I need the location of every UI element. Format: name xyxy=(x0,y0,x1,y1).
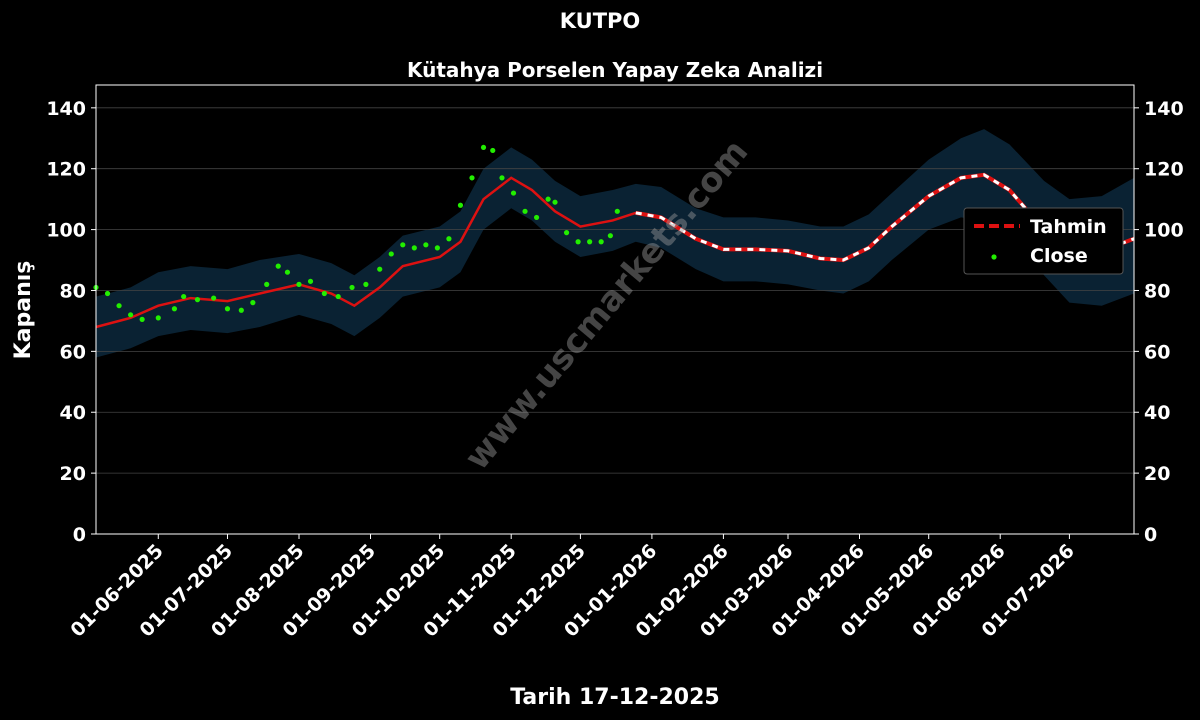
close-point xyxy=(104,290,111,297)
close-point xyxy=(598,239,604,245)
close-point xyxy=(307,278,314,284)
y2-tick-label: 0 xyxy=(1144,524,1157,546)
y-tick-label: 80 xyxy=(60,280,86,302)
close-point xyxy=(457,202,464,208)
close-point xyxy=(400,242,406,248)
close-point xyxy=(264,281,270,287)
legend-label: Tahmin xyxy=(1030,216,1107,238)
close-point xyxy=(363,281,369,287)
close-point xyxy=(545,196,551,202)
close-point xyxy=(238,307,244,313)
legend-swatch xyxy=(991,254,997,260)
y2-tick-label: 80 xyxy=(1144,280,1170,302)
y2-tick-label: 100 xyxy=(1144,220,1184,242)
close-point xyxy=(388,251,394,257)
close-point xyxy=(116,303,122,309)
close-point xyxy=(181,293,187,300)
close-point xyxy=(250,300,256,306)
y-tick-label: 60 xyxy=(60,341,86,363)
close-point xyxy=(469,175,475,181)
y-axis-label: Kapanış xyxy=(11,261,36,360)
close-point xyxy=(335,293,341,300)
close-point xyxy=(563,230,570,236)
x-axis-label: Tarih 17-12-2025 xyxy=(510,685,719,710)
y2-tick-label: 120 xyxy=(1144,159,1184,181)
legend-label: Close xyxy=(1030,245,1088,267)
close-point xyxy=(575,239,581,245)
close-point xyxy=(480,144,487,151)
close-point xyxy=(510,190,517,196)
close-point xyxy=(614,208,620,214)
close-point xyxy=(377,266,383,272)
close-point xyxy=(490,147,496,154)
close-point xyxy=(533,214,540,221)
close-point xyxy=(522,208,528,214)
close-point xyxy=(552,199,558,205)
close-point xyxy=(194,297,201,303)
close-point xyxy=(275,263,281,269)
close-point xyxy=(296,281,302,287)
close-point xyxy=(171,306,178,312)
close-point xyxy=(423,242,429,248)
plot-frame xyxy=(95,84,1135,535)
y2-tick-label: 140 xyxy=(1144,98,1184,120)
y2-tick-label: 60 xyxy=(1144,341,1170,363)
close-point xyxy=(434,245,440,251)
close-point xyxy=(349,284,355,291)
y-tick-label: 20 xyxy=(60,463,86,485)
close-point xyxy=(607,233,613,239)
close-point xyxy=(128,312,134,318)
close-point xyxy=(321,290,327,297)
chart-subtitle: Kütahya Porselen Yapay Zeka Analizi xyxy=(407,58,823,82)
close-point xyxy=(155,315,161,321)
legend-box xyxy=(963,207,1124,275)
close-point xyxy=(411,245,417,251)
y-tick-label: 40 xyxy=(60,402,86,424)
close-point xyxy=(139,316,145,322)
y-tick-label: 0 xyxy=(73,524,86,546)
close-point xyxy=(211,295,217,301)
y2-tick-label: 20 xyxy=(1144,463,1170,485)
chart-title: KUTPO xyxy=(560,9,641,33)
confidence-band xyxy=(96,129,1134,358)
y-tick-label: 120 xyxy=(46,159,86,181)
y-tick-label: 100 xyxy=(46,220,86,242)
close-point xyxy=(499,175,505,181)
y2-tick-label: 40 xyxy=(1144,402,1170,424)
close-point xyxy=(446,236,452,242)
close-point xyxy=(284,269,291,275)
close-point xyxy=(224,306,231,312)
y-tick-label: 140 xyxy=(46,98,86,120)
close-point xyxy=(587,239,593,245)
